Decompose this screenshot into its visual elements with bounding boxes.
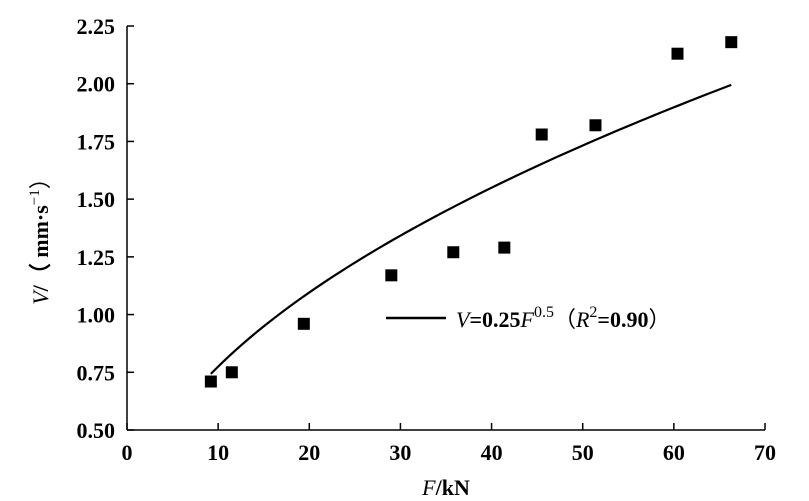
y-tick-label: 1.75: [77, 129, 116, 154]
legend-text: V=0.25F0.5（R2=0.90）: [456, 304, 670, 332]
y-tick-label: 2.00: [77, 72, 116, 97]
data-point: [225, 366, 238, 379]
x-tick-label: 60: [663, 440, 685, 465]
x-tick-label: 50: [572, 440, 594, 465]
data-point: [589, 119, 602, 132]
data-point: [297, 317, 310, 330]
data-points: [204, 36, 738, 388]
legend: V=0.25F0.5（R2=0.90）: [386, 304, 670, 332]
data-point: [535, 128, 548, 141]
y-ticks: 0.50 0.75 1.00 1.25 1.50 1.75 2.00 2.25: [77, 14, 134, 443]
x-tick-label: 20: [298, 440, 320, 465]
x-ticks: 0 10 20 30 40 50 60 70: [122, 423, 776, 465]
y-tick-label: 2.25: [77, 14, 116, 39]
x-tick-label: 10: [207, 440, 229, 465]
y-axis-label: V/（ mm·s−1）: [27, 167, 53, 305]
y-tick-label: 0.50: [77, 418, 116, 443]
data-point: [725, 36, 738, 49]
x-axis-label: F/kN: [421, 475, 470, 500]
x-tick-label: 0: [122, 440, 133, 465]
x-tick-label: 40: [481, 440, 503, 465]
y-tick-label: 1.00: [77, 303, 116, 328]
fit-line-group: [210, 83, 732, 375]
data-point: [385, 269, 398, 282]
y-tick-label: 1.25: [77, 245, 116, 270]
y-tick-label: 1.50: [77, 187, 116, 212]
x-tick-label: 30: [389, 440, 411, 465]
data-point: [498, 241, 511, 254]
data-point: [204, 375, 217, 388]
y-tick-label: 0.75: [77, 360, 116, 385]
axes: [126, 26, 765, 431]
data-point: [447, 246, 460, 259]
data-point: [671, 47, 684, 60]
x-tick-label: 70: [754, 440, 776, 465]
fit-curve: [210, 83, 732, 375]
